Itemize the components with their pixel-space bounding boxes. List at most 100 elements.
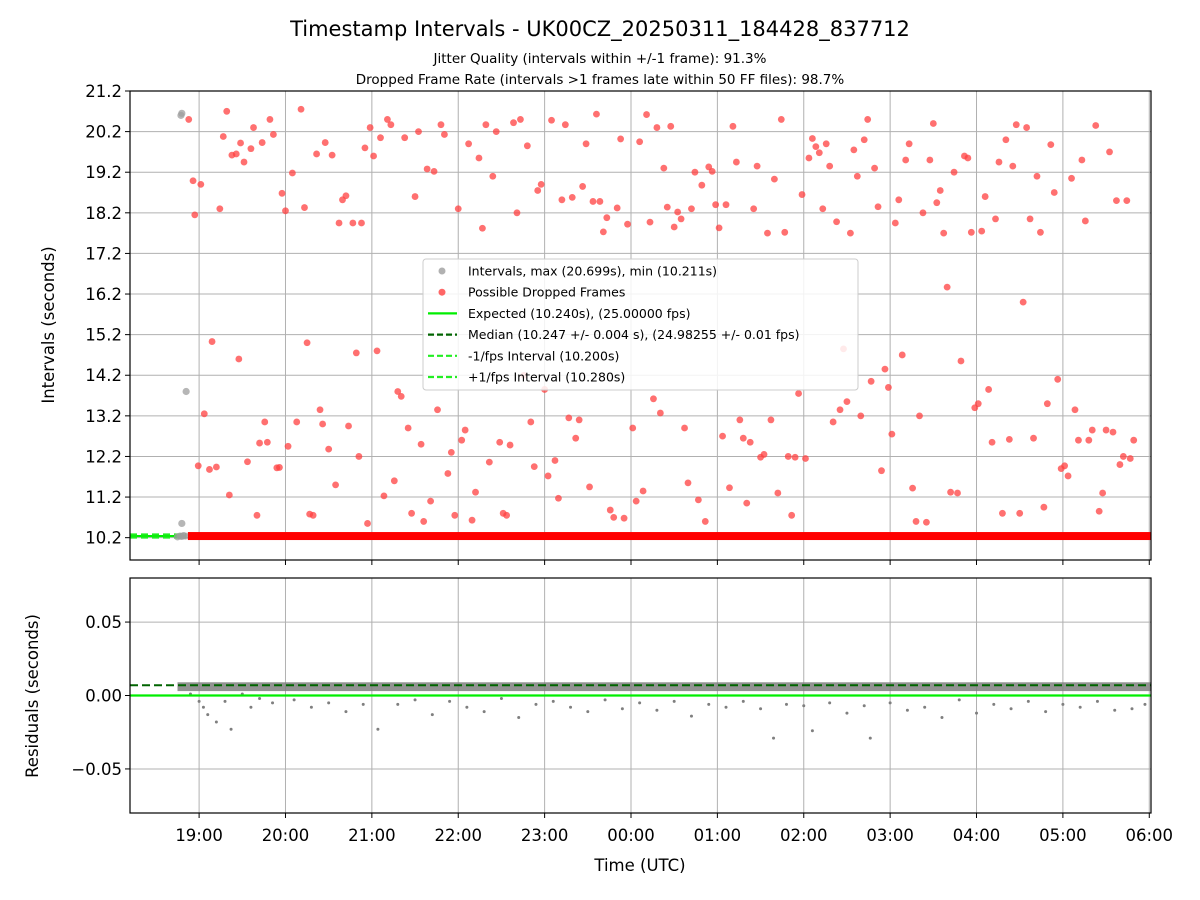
- dropped-frame-point: [250, 124, 257, 131]
- dropped-frame-point: [1043, 400, 1051, 408]
- legend-label: +1/fps Interval (10.280s): [468, 370, 625, 385]
- dropped-frame-point: [701, 518, 709, 525]
- dropped-frame-point: [694, 496, 702, 504]
- dropped-frame-point: [885, 384, 892, 391]
- dropped-frame-point: [1081, 217, 1089, 225]
- dropped-frame-point: [427, 497, 434, 505]
- legend-label: Median (10.247 +/- 0.004 s), (24.98255 +…: [468, 327, 799, 342]
- dropped-frame-point: [197, 180, 205, 188]
- dropped-frame-point: [926, 156, 934, 164]
- dropped-frame-point: [208, 338, 216, 345]
- dropped-frame-point: [200, 410, 208, 418]
- dropped-frame-point: [715, 224, 723, 232]
- residuals-reference-lines: [130, 684, 1151, 697]
- dropped-frame-point: [390, 477, 398, 485]
- dropped-frame-point: [575, 416, 583, 424]
- x-tick-label: 19:00: [175, 826, 223, 845]
- dropped-frame-point: [698, 181, 706, 189]
- dropped-frame-point: [853, 172, 861, 180]
- dropped-frame-point: [950, 168, 958, 176]
- dropped-frame-point: [726, 484, 733, 492]
- dropped-frame-point: [513, 209, 521, 217]
- legend-marker: [438, 288, 446, 296]
- dropped-frame-point: [719, 432, 726, 440]
- dropped-frame-point: [1119, 453, 1127, 460]
- residual-point: [197, 699, 201, 703]
- residual-point: [271, 701, 275, 705]
- dropped-frame-point: [767, 416, 775, 424]
- dropped-frame-point: [325, 445, 333, 453]
- dropped-frame-point: [599, 228, 607, 236]
- dropped-frame-point: [223, 107, 231, 115]
- y-tick-label: −0.05: [71, 760, 122, 779]
- dropped-frame-point: [235, 355, 243, 363]
- dropped-frame-point: [1047, 141, 1055, 149]
- dropped-frame-point: [995, 158, 1003, 166]
- dropped-frame-point: [342, 192, 350, 200]
- legend: Intervals, max (20.699s), min (10.211s) P…: [422, 258, 859, 391]
- dropped-frame-point: [764, 229, 771, 237]
- dropped-frame-point: [361, 144, 369, 152]
- residual-point: [638, 701, 642, 705]
- residual-point: [499, 696, 503, 700]
- residual-point: [201, 705, 205, 709]
- dropped-frame-point: [441, 131, 448, 138]
- residual-point: [905, 708, 909, 712]
- dropped-frame-point: [895, 196, 903, 204]
- dropped-frame-point: [468, 516, 476, 524]
- dropped-frame-point: [691, 168, 699, 176]
- x-tick-label: 23:00: [521, 826, 569, 845]
- dropped-frame-point: [874, 203, 882, 211]
- dropped-frame-point: [194, 462, 202, 470]
- dropped-frame-point: [954, 489, 961, 497]
- dropped-frame-point: [451, 511, 459, 519]
- dropped-frame-point: [646, 218, 654, 226]
- dropped-frame-point: [940, 229, 948, 237]
- dropped-frame-point: [253, 511, 261, 519]
- residual-point: [1130, 707, 1134, 711]
- dropped-frame-point: [297, 105, 305, 113]
- dropped-frame-point: [760, 451, 768, 458]
- dropped-frame-point: [321, 139, 329, 146]
- dropped-frame-point: [774, 489, 782, 497]
- dropped-frame-point: [1099, 489, 1107, 497]
- residual-point: [672, 699, 676, 703]
- y-tick-label: 12.2: [85, 447, 122, 466]
- dropped-frame-point: [479, 224, 486, 232]
- dropped-frame-point: [530, 463, 538, 471]
- chart-subtitle-dropped: Dropped Frame Rate (intervals >1 frames …: [356, 72, 845, 88]
- legend-label: Possible Dropped Frames: [468, 285, 625, 300]
- residual-point: [707, 702, 711, 706]
- x-tick-label: 02:00: [780, 826, 828, 845]
- residual-point: [361, 702, 365, 706]
- dropped-frame-point: [798, 191, 806, 198]
- dropped-frame-point: [444, 470, 452, 477]
- dropped-frame-point: [523, 142, 531, 150]
- dropped-frame-point: [860, 136, 868, 144]
- x-tick-label: 03:00: [866, 826, 914, 845]
- x-tick-label: 01:00: [694, 826, 742, 845]
- dropped-frame-point: [1023, 124, 1031, 131]
- dropped-frame-point: [244, 458, 251, 466]
- dropped-frame-point: [819, 205, 827, 213]
- dropped-frame-point: [384, 116, 391, 123]
- residual-point: [413, 698, 417, 702]
- dropped-frame-point: [366, 124, 374, 131]
- residuals-y-ticks: 0.05 0.00 −0.05: [71, 613, 130, 779]
- residual-point: [1113, 708, 1117, 712]
- dropped-frame-point: [465, 140, 473, 148]
- dropped-frame-point: [1037, 228, 1044, 236]
- dropped-frame-point: [988, 438, 996, 446]
- dropped-frame-point: [743, 499, 751, 507]
- dropped-frame-point: [784, 453, 792, 460]
- residual-point: [327, 701, 331, 705]
- dropped-frame-point: [857, 412, 865, 420]
- dropped-frame-point: [867, 377, 875, 385]
- dropped-frame-point: [593, 110, 600, 118]
- residual-point: [828, 701, 832, 705]
- y-tick-label: 20.2: [85, 123, 122, 142]
- dropped-frame-point: [1095, 507, 1103, 515]
- dropped-frame-point: [1005, 436, 1013, 443]
- x-tick-label: 20:00: [262, 826, 310, 845]
- dropped-frame-point: [1002, 136, 1010, 144]
